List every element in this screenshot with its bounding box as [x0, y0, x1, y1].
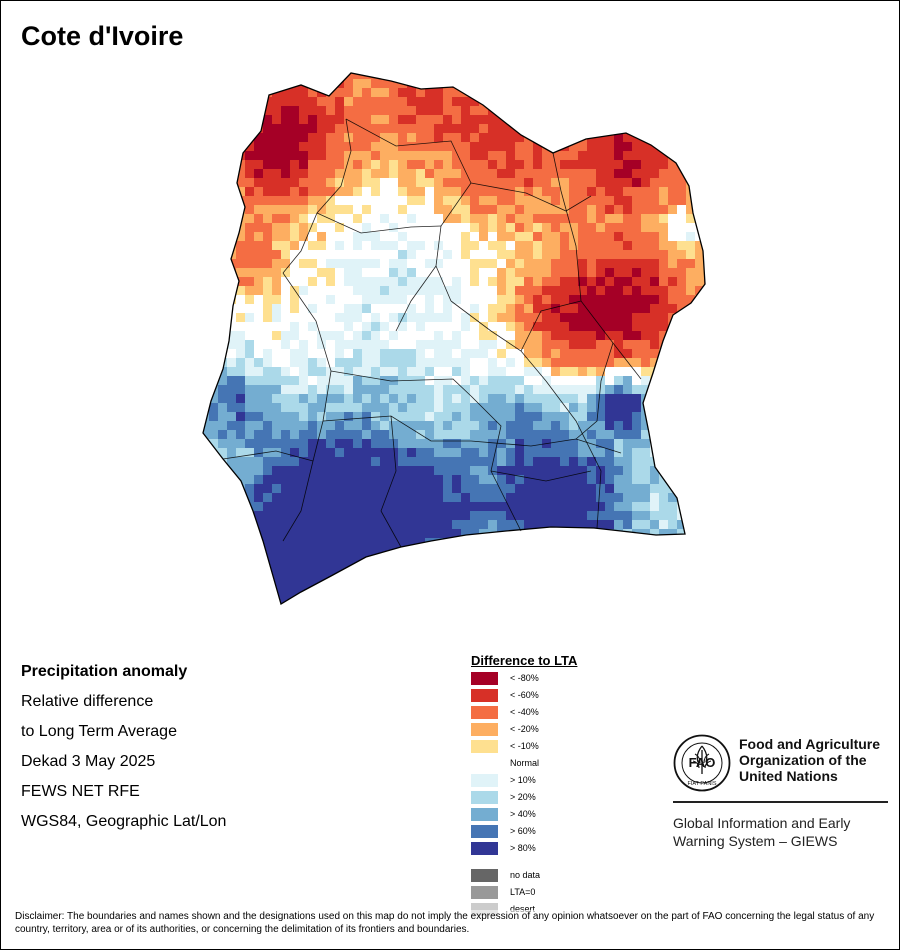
legend-item: < -20% — [471, 722, 577, 739]
fao-organization-name: Food and Agriculture Organization of the… — [739, 736, 880, 784]
info-line: Dekad 3 May 2025 — [21, 753, 156, 770]
legend-item: > 10% — [471, 773, 577, 790]
legend-label: Normal — [510, 758, 540, 768]
legend-label: > 10% — [510, 775, 536, 785]
legend-label: < -60% — [510, 690, 539, 700]
map-title: Cote d'Ivoire — [21, 21, 184, 51]
legend-label: > 20% — [510, 792, 536, 802]
legend-item: Normal — [471, 756, 577, 773]
legend-swatch — [471, 774, 498, 787]
legend-swatch — [471, 757, 498, 770]
legend-swatch — [471, 808, 498, 821]
disclaimer-text: Disclaimer: The boundaries and names sho… — [15, 910, 887, 936]
legend-classes: < -80% < -60% < -40% < -20% < -10% Normal > 10… — [471, 671, 577, 858]
giews-name: Global Information and Early Warning Sys… — [673, 814, 850, 850]
legend-label: < -10% — [510, 741, 539, 751]
info-line: FEWS NET RFE — [21, 783, 140, 800]
legend-label: > 40% — [510, 809, 536, 819]
admin-boundaries — [222, 118, 642, 548]
fao-logo-motto: FIAT PANIS — [687, 781, 716, 787]
legend-swatch — [471, 723, 498, 736]
legend-swatch — [471, 869, 498, 882]
info-line: Relative difference — [21, 693, 154, 710]
map-legend: Difference to LTA < -80% < -60% < -40% < -2… — [471, 653, 577, 919]
legend-swatch — [471, 706, 498, 719]
legend-item: > 40% — [471, 807, 577, 824]
fao-divider — [673, 801, 888, 803]
anomaly-raster — [203, 73, 705, 604]
legend-label: > 80% — [510, 843, 536, 853]
legend-item: > 20% — [471, 790, 577, 807]
anomaly-map — [202, 72, 706, 605]
legend-swatch — [471, 791, 498, 804]
legend-swatch — [471, 842, 498, 855]
legend-label: < -40% — [510, 707, 539, 717]
legend-item: > 60% — [471, 824, 577, 841]
legend-swatch — [471, 740, 498, 753]
legend-label: desert — [510, 904, 536, 914]
info-heading: Precipitation anomaly — [21, 663, 188, 680]
legend-item: < -80% — [471, 671, 577, 688]
giews-line: Warning System – GIEWS — [673, 833, 838, 849]
fao-name-line: United Nations — [739, 768, 838, 784]
info-line: WGS84, Geographic Lat/Lon — [21, 813, 227, 830]
fao-name-line: Food and Agriculture — [739, 736, 881, 752]
fao-name-line: Organization of the — [739, 752, 867, 768]
map-info-block: Precipitation anomaly Relative differenc… — [21, 657, 226, 837]
legend-item: < -60% — [471, 688, 577, 705]
legend-item: > 80% — [471, 841, 577, 858]
info-line: to Long Term Average — [21, 723, 177, 740]
fao-logo-letters: FAO — [689, 755, 716, 770]
legend-label: > 60% — [510, 826, 536, 836]
legend-swatch — [471, 825, 498, 838]
legend-label: < -20% — [510, 724, 539, 734]
giews-line: Global Information and Early — [673, 815, 851, 831]
legend-item: < -10% — [471, 739, 577, 756]
legend-item: LTA=0 — [471, 885, 577, 902]
legend-swatch — [471, 886, 498, 899]
legend-swatch — [471, 672, 498, 685]
legend-title: Difference to LTA — [471, 653, 578, 668]
legend-item: no data — [471, 868, 577, 885]
legend-item: < -40% — [471, 705, 577, 722]
legend-label: < -80% — [510, 673, 539, 683]
fao-branding: FAO FIAT PANIS Food and Agriculture Orga… — [673, 734, 889, 854]
legend-label: no data — [510, 870, 541, 880]
legend-label: LTA=0 — [510, 887, 536, 897]
legend-swatch — [471, 689, 498, 702]
fao-logo-icon: FAO FIAT PANIS — [673, 734, 731, 792]
